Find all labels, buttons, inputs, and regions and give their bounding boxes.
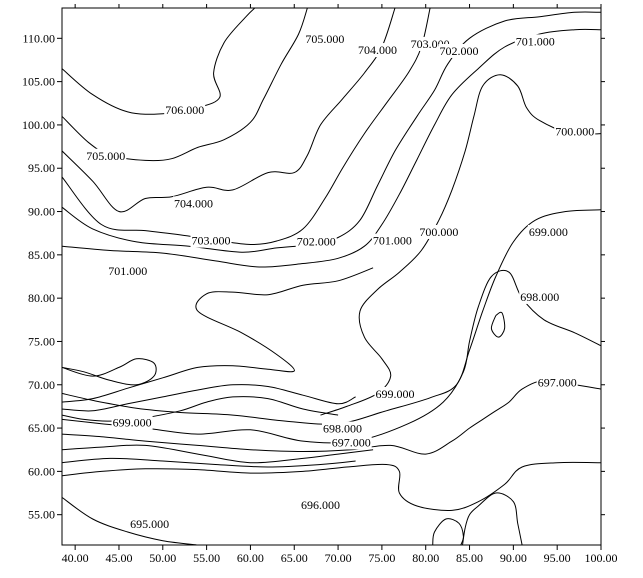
contour-label-2-a: 704.000 [174,196,213,210]
contour-label-bg [519,289,561,304]
contour-label-0-a: 706.000 [165,103,204,117]
x-tick-label: 85.00 [456,551,483,565]
contour-label-5-c: 701.000 [108,264,147,278]
contour-line-702-000 [62,11,601,253]
y-tick-label: 85.00 [28,248,55,262]
contour-lines [62,8,601,545]
x-tick-label: 65.00 [281,551,308,565]
contour-labels: 706.000 705.000 705.000 704.000 704.000 703.0… [85,31,596,531]
contour-line-697-000 [62,379,601,455]
y-tick-label: 105.00 [22,75,55,89]
contour-label-bg [554,124,596,139]
x-tick-label: 75.00 [368,551,395,565]
contour-line-704-000 [62,8,396,213]
contour-label-bg [536,375,578,390]
contour-label-bg [371,233,413,248]
contour-label-bg [438,43,480,58]
x-tick-label: 70.00 [325,551,352,565]
contour-line-695-000 [62,496,198,545]
contour-line-extra-4 [62,444,374,464]
y-tick-label: 110.00 [22,31,55,45]
contour-line-703-000 [62,8,431,246]
contour-label-bg [173,196,214,211]
contour-label-8-a: 698.000 [520,290,559,304]
y-tick-label: 55.00 [28,508,55,522]
y-tick-label: 65.00 [28,421,55,435]
contour-label-bg [107,263,149,278]
x-tick-label: 95.00 [544,551,571,565]
x-tick-label: 40.00 [62,551,89,565]
contour-label-8-b: 698.000 [323,422,362,436]
x-tick-label: 90.00 [500,551,527,565]
contour-line-701-000 [62,28,601,268]
contour-line-700-000 [320,74,601,416]
contour-label-bg [190,233,232,248]
contour-label-9-b: 697.000 [332,435,371,449]
contour-label-5-a: 701.000 [516,34,555,48]
plot-frame [61,7,602,546]
x-tick-label: 55.00 [193,551,220,565]
contour-label-7-a: 699.000 [529,225,568,239]
contour-label-11-a: 695.000 [130,517,169,531]
contour-line-extra-2 [62,267,374,403]
y-tick-label: 75.00 [28,334,55,348]
contour-label-bg [164,102,206,117]
contour-line-705-000 [62,8,308,162]
contour-line-696-000 [62,461,601,512]
contour-line-706-000 [62,8,256,115]
contour-label-7-b: 699.000 [376,387,415,401]
contour-label-6-b: 700.000 [419,225,458,239]
y-axis: 55.00 60.00 65.00 70.00 75.00 80.00 85.00 90.00… [22,31,605,522]
y-tick-label: 90.00 [28,205,55,219]
y-tick-label: 60.00 [28,464,55,478]
y-tick-label: 95.00 [28,161,55,175]
contour-label-10-a: 696.000 [301,498,340,512]
contour-label-1-b: 705.000 [305,32,344,46]
contour-label-1-a: 705.000 [86,149,125,163]
contour-label-6-a: 700.000 [555,124,594,138]
contour-line-extra-3 [62,358,157,386]
contour-line-extra-0 [62,396,339,422]
contour-line-extra-1 [62,384,356,412]
contour-label-bg [304,31,346,46]
contour-label-bg [527,224,569,239]
contour-line-extra-6 [432,518,464,545]
contour-label-bg [322,421,363,436]
contour-label-5-b: 701.000 [373,234,412,248]
contour-label-bg [374,386,416,401]
x-tick-label: 60.00 [237,551,264,565]
x-tick-label: 45.00 [105,551,132,565]
contour-label-bg [111,415,153,430]
contour-label-4-b: 702.000 [440,44,479,58]
contour-label-bg [330,435,372,450]
contour-label-bg [85,148,127,163]
x-tick-label: 100.00 [585,551,618,565]
contour-line-699-000 [62,209,601,425]
y-tick-label: 80.00 [28,291,55,305]
contour-line-extra-5 [62,457,356,468]
contour-line-extra-7 [462,492,523,545]
x-tick-label: 80.00 [412,551,439,565]
contour-label-2-b: 704.000 [358,43,397,57]
contour-label-3-a: 703.000 [192,234,231,248]
contour-label-bg [300,497,341,512]
contour-label-bg [357,43,398,58]
x-axis: 40.00 45.00 50.00 55.00 60.00 65.00 70.00 75.00… [62,4,618,565]
contour-line-extra-8 [490,311,506,338]
contour-label-9-a: 697.000 [538,376,577,390]
contour-label-bg [129,516,171,531]
x-tick-label: 50.00 [149,551,176,565]
y-tick-label: 70.00 [28,378,55,392]
contour-label-4-a: 702.000 [297,234,336,248]
contour-label-bg [295,234,337,249]
contour-label-bg [418,224,460,239]
contour-label-bg [514,34,556,49]
y-tick-label: 100.00 [22,118,55,132]
contour-label-7-c: 699.000 [113,415,152,429]
